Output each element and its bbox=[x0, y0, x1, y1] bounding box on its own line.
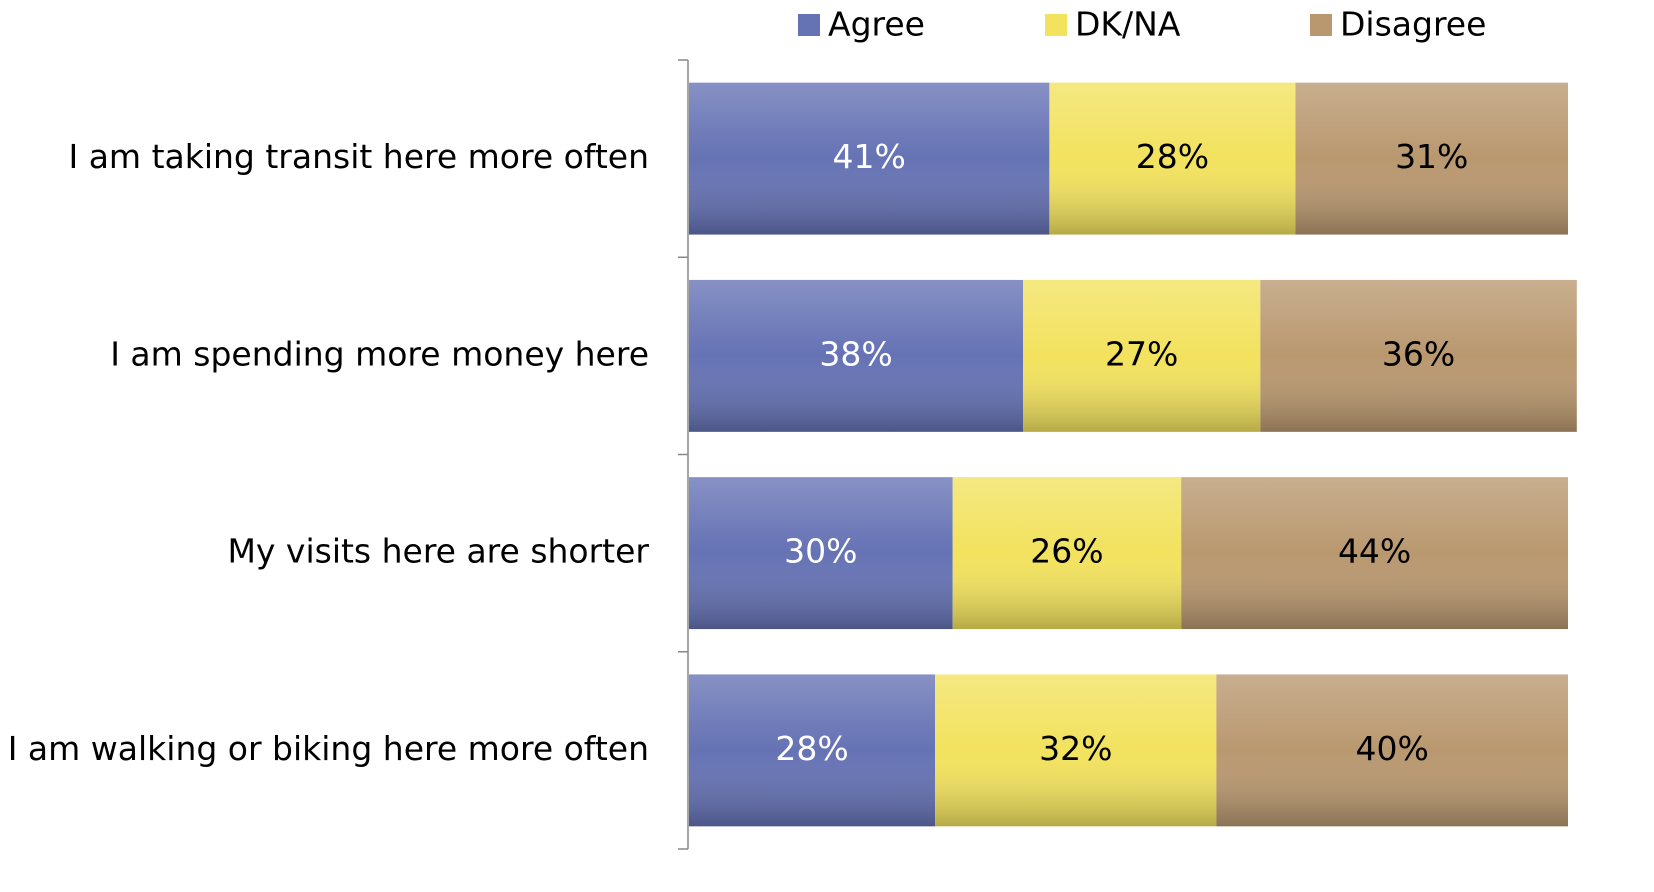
legend-swatch bbox=[1310, 14, 1332, 36]
data-label: 40% bbox=[1356, 729, 1429, 768]
bar-shading bbox=[689, 82, 1050, 235]
bar-shading bbox=[952, 477, 1182, 630]
bar-shading bbox=[689, 477, 953, 630]
bar-shading bbox=[935, 674, 1217, 827]
data-label: 36% bbox=[1382, 334, 1455, 373]
data-label: 26% bbox=[1030, 532, 1103, 571]
legend-label: Agree bbox=[828, 5, 925, 44]
bar-shading bbox=[1023, 279, 1261, 432]
bar-shading bbox=[1295, 82, 1568, 235]
category-label: I am walking or biking here more often bbox=[8, 729, 649, 768]
bar-shading bbox=[1260, 279, 1577, 432]
data-label: 28% bbox=[775, 729, 848, 768]
category-label: I am taking transit here more often bbox=[68, 137, 649, 176]
legend-label: Disagree bbox=[1340, 5, 1486, 44]
data-label: 41% bbox=[833, 137, 906, 176]
legend-swatch bbox=[1045, 14, 1067, 36]
bar-shading bbox=[689, 674, 936, 827]
bar-shading bbox=[1049, 82, 1296, 235]
bar-shading bbox=[689, 279, 1024, 432]
bar-shading bbox=[1181, 477, 1568, 630]
legend-label: DK/NA bbox=[1075, 5, 1181, 44]
category-label: I am spending more money here bbox=[110, 334, 649, 373]
legend-swatch bbox=[798, 14, 820, 36]
category-label: My visits here are shorter bbox=[227, 532, 649, 571]
data-label: 31% bbox=[1395, 137, 1468, 176]
data-label: 27% bbox=[1105, 334, 1178, 373]
data-label: 32% bbox=[1039, 729, 1112, 768]
data-label: 28% bbox=[1136, 137, 1209, 176]
data-label: 30% bbox=[784, 532, 857, 571]
data-label: 44% bbox=[1338, 532, 1411, 571]
data-label: 38% bbox=[819, 334, 892, 373]
bar-shading bbox=[1216, 674, 1568, 827]
